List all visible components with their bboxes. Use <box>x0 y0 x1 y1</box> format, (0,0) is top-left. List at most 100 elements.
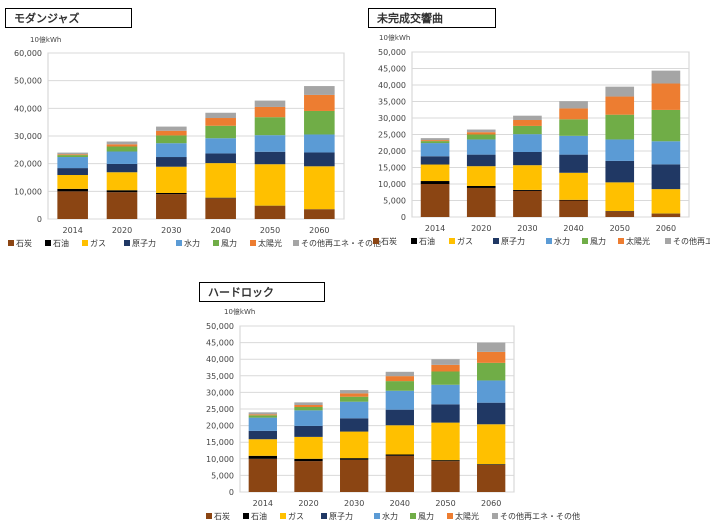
legend-swatch <box>124 240 130 246</box>
y-tick-label: 40,000 <box>378 81 406 90</box>
x-tick-label: 2030 <box>161 226 181 235</box>
bar-segment <box>57 191 88 219</box>
y-tick-label: 45,000 <box>378 65 406 74</box>
bar-segment <box>651 83 681 110</box>
bar-segment <box>431 384 460 405</box>
x-tick-label: 2050 <box>610 224 630 233</box>
legend-swatch <box>45 240 51 246</box>
bar-segment <box>254 117 286 136</box>
bar-segment <box>559 172 588 200</box>
legend-label: ガス <box>457 236 473 246</box>
bar-segment <box>559 101 588 109</box>
x-tick-label: 2040 <box>563 224 583 233</box>
bar-segment <box>466 166 496 186</box>
bar-segment <box>304 209 335 219</box>
bar-segment <box>57 152 88 155</box>
y-tick-label: 20,000 <box>378 147 406 156</box>
y-axis-unit-label: 10億kWh <box>30 35 61 44</box>
bar-segment <box>651 213 681 217</box>
bar-segment <box>605 211 635 217</box>
bar-segment <box>57 168 88 176</box>
legend-swatch <box>374 513 380 519</box>
bar-segment <box>513 115 542 120</box>
y-tick-label: 10,000 <box>206 455 234 464</box>
bar-segment <box>385 381 414 391</box>
legend-swatch <box>493 238 499 244</box>
bar-segment <box>248 415 277 418</box>
bar-segment <box>385 454 414 456</box>
legend-swatch <box>410 513 416 519</box>
legend-swatch <box>546 238 552 244</box>
bar-segment <box>605 86 635 97</box>
bar-segment <box>513 151 542 166</box>
bar-segment <box>304 134 335 153</box>
bar-segment <box>420 141 450 144</box>
legend-label: 石油 <box>53 238 69 248</box>
bar-segment <box>254 151 286 165</box>
legend-label: 太陽光 <box>258 238 282 248</box>
bar-segment <box>205 163 236 198</box>
bar-segment <box>477 342 506 352</box>
bar-segment <box>466 139 496 155</box>
bar-segment <box>605 139 635 161</box>
bar-segment <box>513 119 542 126</box>
legend-swatch <box>250 240 256 246</box>
bar-segment <box>205 125 236 139</box>
bar-segment <box>304 152 335 167</box>
bar-segment <box>559 199 588 201</box>
x-tick-label: 2030 <box>344 499 364 508</box>
bar-segment <box>156 194 187 219</box>
legend-swatch <box>373 238 379 244</box>
y-tick-label: 30,000 <box>378 114 406 123</box>
bar-segment <box>106 190 138 193</box>
bar-segment <box>420 138 450 141</box>
bar-segment <box>477 424 506 465</box>
y-tick-label: 0 <box>229 488 234 497</box>
bar-segment <box>156 130 187 136</box>
legend-label: 石炭 <box>214 512 230 521</box>
bar-segment <box>57 154 88 156</box>
bar-segment <box>106 192 138 219</box>
y-tick-label: 0 <box>37 215 42 224</box>
legend-swatch <box>411 238 417 244</box>
legend-label: 太陽光 <box>626 236 650 246</box>
bar-segment <box>466 134 496 140</box>
bar-segment <box>294 436 323 459</box>
bar-segment <box>340 431 369 459</box>
legend-label: 原子力 <box>329 511 353 521</box>
y-tick-label: 20,000 <box>206 422 234 431</box>
x-tick-label: 2020 <box>112 226 132 235</box>
x-tick-label: 2050 <box>260 226 280 235</box>
bar-segment <box>294 407 323 411</box>
legend-label: 風力 <box>590 236 606 246</box>
bar-segment <box>466 185 496 188</box>
bar-segment <box>466 187 496 217</box>
bar-segment <box>420 184 450 217</box>
x-tick-label: 2040 <box>210 226 230 235</box>
bar-segment <box>205 118 236 126</box>
bar-segment <box>205 138 236 154</box>
bar-segment <box>248 458 277 492</box>
bar-segment <box>156 157 187 167</box>
bar-segment <box>385 409 414 426</box>
bar-segment <box>248 439 277 456</box>
y-axis-unit-label: 10億kWh <box>224 307 255 316</box>
bar-segment <box>340 459 369 492</box>
legend-label: 石炭 <box>16 239 32 248</box>
legend-swatch <box>618 238 624 244</box>
legend-label: 風力 <box>221 238 237 248</box>
legend-swatch <box>243 513 249 519</box>
bar-segment <box>477 464 506 492</box>
bar-segment <box>605 114 635 140</box>
bar-segment <box>651 164 681 190</box>
bar-segment <box>513 190 542 217</box>
y-tick-label: 60,000 <box>14 49 42 58</box>
bar-segment <box>420 143 450 157</box>
legend-swatch <box>321 513 327 519</box>
x-tick-label: 2020 <box>298 499 318 508</box>
legend-label: 風力 <box>418 511 434 521</box>
chart-title-hard-rock: ハードロック <box>199 282 325 302</box>
bar-segment <box>340 390 369 394</box>
bar-segment <box>477 464 506 465</box>
